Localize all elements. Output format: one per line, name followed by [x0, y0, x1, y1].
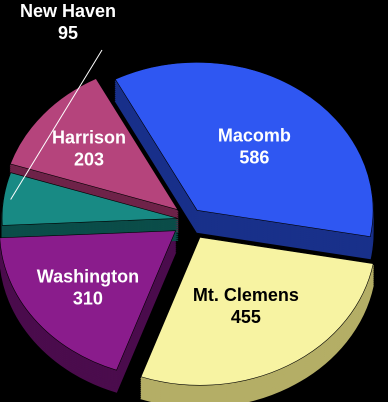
pie-slice-macomb [114, 62, 374, 238]
slice-label-new-haven: New Haven [20, 1, 116, 21]
pie-slices [0, 62, 374, 386]
pie-slice-harrison [9, 78, 179, 211]
slice-value-new-haven: 95 [58, 23, 78, 43]
leader-line-new-haven [10, 49, 103, 200]
slice-label-macomb: Macomb [218, 126, 291, 146]
slice-value-mt-clemens: 455 [231, 307, 261, 327]
slice-value-washington: 310 [73, 288, 103, 308]
slice-value-harrison: 203 [74, 150, 104, 170]
slice-label-mt-clemens: Mt. Clemens [193, 285, 299, 305]
pie-slice-washington [0, 230, 177, 371]
slice-label-washington: Washington [37, 266, 139, 286]
slice-label-harrison: Harrison [52, 128, 126, 148]
slice-value-macomb: 586 [239, 148, 269, 168]
pie-slice-new-haven [1, 172, 179, 226]
pie-slice-mt-clemens [140, 236, 374, 386]
